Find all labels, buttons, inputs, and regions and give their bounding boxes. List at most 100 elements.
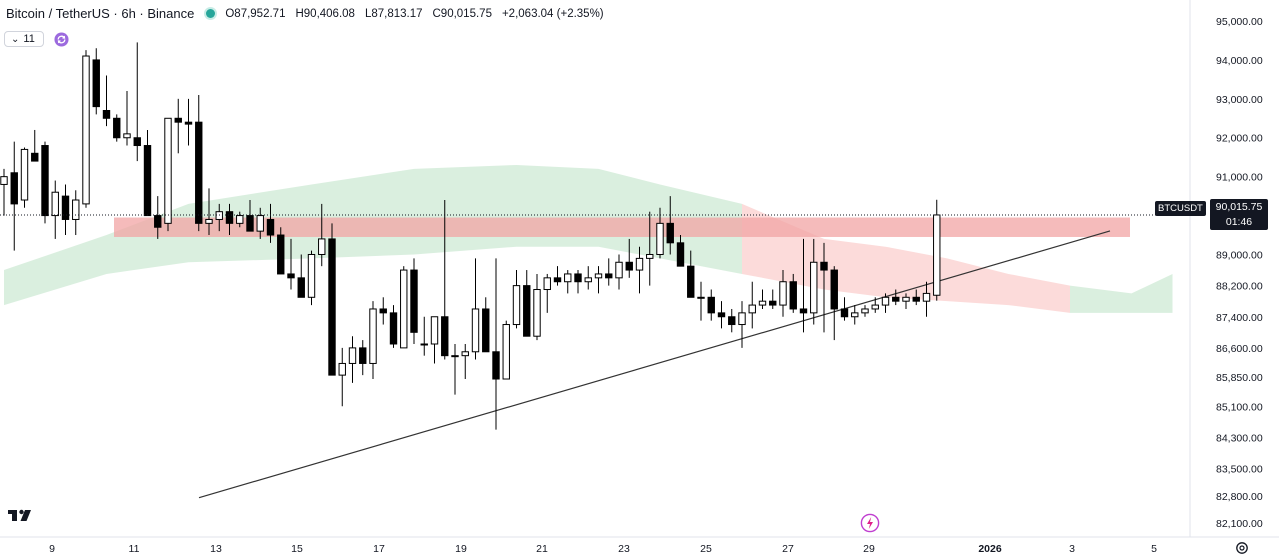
- x-tick-label: 3: [1069, 543, 1075, 555]
- y-tick-label: 85,850.00: [1216, 372, 1263, 384]
- candle-body: [717, 312, 726, 318]
- candle: [912, 289, 920, 306]
- candle-body: [892, 296, 900, 302]
- tradingview-logo-icon[interactable]: [8, 507, 38, 523]
- candle: [512, 270, 521, 329]
- candle: [902, 293, 910, 309]
- candle: [738, 301, 746, 348]
- candle-body: [676, 242, 685, 267]
- candle: [369, 301, 377, 380]
- candle-body: [389, 312, 398, 345]
- x-tick-label: 17: [373, 543, 385, 555]
- x-tick-label: 27: [782, 543, 794, 555]
- flash-icon[interactable]: [860, 513, 880, 533]
- candle: [461, 343, 469, 380]
- candle-body: [348, 347, 357, 364]
- candle: [266, 203, 275, 243]
- candle: [307, 250, 316, 306]
- gear-icon[interactable]: [1235, 541, 1249, 555]
- candle: [359, 340, 367, 376]
- candle-body: [502, 324, 510, 380]
- bar-countdown: 01:46: [1225, 216, 1253, 228]
- candle: [215, 203, 223, 232]
- candle-body: [31, 152, 39, 162]
- candle: [256, 207, 264, 239]
- candle-body: [543, 277, 551, 291]
- candle-body: [769, 300, 777, 306]
- indicators-count: 11: [23, 33, 35, 45]
- candle-body: [318, 238, 326, 255]
- candle-body: [553, 277, 562, 283]
- candle: [840, 297, 849, 321]
- y-tick-label: 92,000.00: [1216, 133, 1263, 145]
- candle: [533, 273, 541, 341]
- candle: [779, 270, 787, 317]
- candle: [123, 91, 131, 146]
- candle: [646, 211, 654, 286]
- candle-body: [246, 215, 254, 232]
- candle: [594, 266, 603, 294]
- y-tick-label: 83,500.00: [1216, 464, 1263, 476]
- candle: [205, 188, 213, 236]
- candle-body: [400, 269, 408, 349]
- candle-body: [933, 214, 941, 296]
- candle-body: [20, 148, 29, 201]
- ascending-trendline: [198, 230, 1111, 499]
- candle: [881, 293, 890, 313]
- candle-body: [143, 145, 152, 217]
- indicators-toggle-button[interactable]: ⌄ 11: [4, 31, 44, 47]
- candle-body: [584, 277, 592, 283]
- candle: [523, 270, 531, 337]
- y-tick-label: 91,000.00: [1216, 172, 1263, 184]
- candle-body: [174, 117, 182, 123]
- last-price-tag: 90,015.75 01:46: [1210, 199, 1268, 230]
- candle-body: [215, 211, 223, 220]
- candle-body: [574, 273, 582, 283]
- candle: [400, 266, 408, 349]
- candle-body: [287, 273, 295, 279]
- trendline-layer: [198, 230, 1111, 499]
- candle-body: [810, 261, 818, 314]
- candle: [0, 168, 8, 216]
- candle: [676, 235, 685, 267]
- candle: [666, 196, 674, 255]
- candle: [564, 270, 572, 294]
- candle: [574, 270, 582, 294]
- candle: [102, 75, 111, 127]
- candle: [10, 141, 18, 251]
- symbol-title[interactable]: Bitcoin / TetherUS · 6h · Binance: [6, 6, 195, 21]
- candle-body: [871, 304, 879, 310]
- candle-body: [154, 215, 162, 228]
- candle-body: [779, 281, 787, 306]
- candle: [543, 273, 551, 313]
- y-tick-label: 95,000.00: [1216, 16, 1263, 28]
- candle-body: [461, 351, 469, 357]
- candle-body: [840, 308, 849, 318]
- y-tick-label: 87,400.00: [1216, 312, 1263, 324]
- x-tick-label: 11: [129, 543, 140, 555]
- candle: [717, 301, 726, 329]
- x-tick-label: 9: [49, 543, 55, 555]
- candle-body: [430, 316, 439, 345]
- candle: [861, 305, 869, 317]
- candle-body: [338, 362, 346, 376]
- candle-body: [912, 296, 920, 302]
- y-tick-label: 85,100.00: [1216, 401, 1263, 413]
- candle: [348, 336, 357, 383]
- candle: [246, 200, 254, 232]
- resistance-zone: [114, 217, 1130, 237]
- grid-layer: [0, 0, 1279, 538]
- axes-layer: 95,000.00 94,000.00 93,000.00 92,000.00 91,0…: [49, 16, 1263, 555]
- candle-body: [820, 261, 828, 271]
- candle-body: [830, 269, 838, 310]
- legend-low: L87,813.17: [364, 7, 423, 20]
- candle: [72, 190, 80, 236]
- sync-icon[interactable]: [54, 31, 69, 47]
- x-tick-label: 25: [700, 543, 712, 555]
- candle: [154, 196, 162, 239]
- candle-body: [61, 195, 70, 220]
- candle-body: [10, 172, 18, 205]
- candle: [82, 50, 90, 208]
